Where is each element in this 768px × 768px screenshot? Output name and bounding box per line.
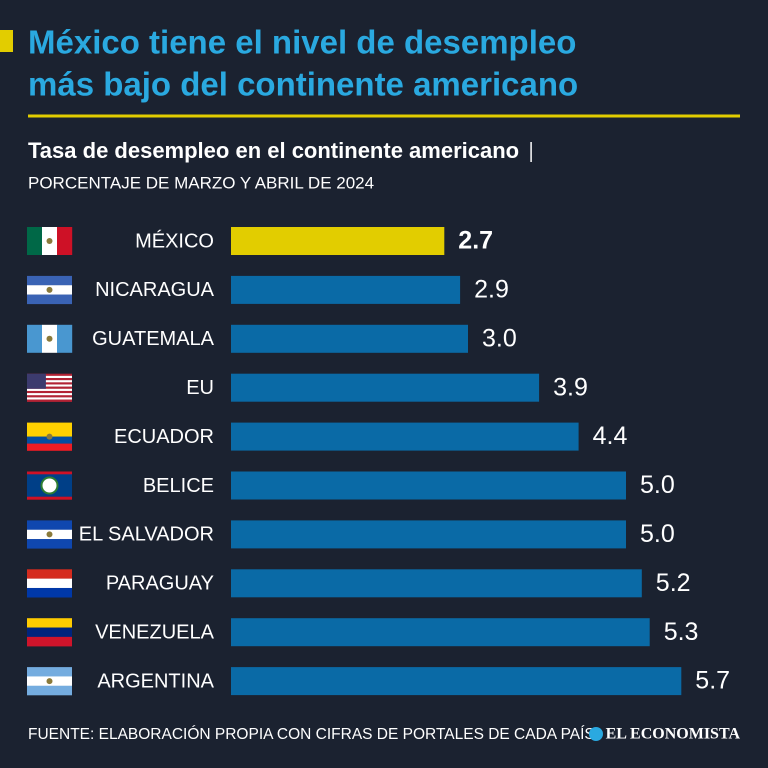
flag-stripe (27, 685, 72, 696)
flag-stripe (27, 386, 72, 389)
flag-stripe (27, 471, 72, 475)
value-label: 3.0 (482, 324, 517, 352)
flag-stripe (27, 384, 72, 387)
flag-stripe (27, 294, 72, 305)
value-label: 5.0 (640, 471, 675, 499)
flag-stripe (27, 227, 43, 255)
flag (27, 618, 72, 647)
flag-stripe (27, 667, 72, 677)
value-label: 2.7 (458, 227, 493, 255)
flag-stripe (27, 378, 72, 381)
flag-stripe (27, 375, 72, 379)
flag-stripe (27, 618, 72, 628)
bar (231, 373, 540, 402)
bar (231, 227, 445, 255)
publisher: EL ECONOMISTA (606, 726, 741, 743)
bar (231, 520, 626, 549)
value-label: 4.4 (593, 422, 628, 450)
flag-stripe (27, 422, 72, 437)
flag-stripe (27, 390, 72, 394)
flag (27, 667, 72, 696)
value-label: 3.9 (553, 373, 588, 401)
flag-stripe (27, 636, 72, 647)
value-label: 5.3 (664, 618, 699, 646)
flag-stripe (27, 587, 72, 598)
flag-stripe (27, 324, 43, 353)
flag-stripe (27, 382, 72, 385)
title-marker (0, 30, 13, 52)
value-label: 5.2 (656, 569, 691, 597)
category-label: NICARAGUA (95, 279, 215, 301)
flag-stripe (27, 393, 72, 396)
chart-title: más bajo del continente americano (28, 66, 578, 103)
flag-stripe (57, 324, 73, 353)
category-label: EU (186, 377, 214, 399)
source: FUENTE: ELABORACIÓN PROPIA CON CIFRAS DE… (28, 726, 595, 743)
unit-note: PORCENTAJE DE MARZO Y ABRIL DE 2024 (28, 173, 374, 192)
flag-emblem (46, 678, 53, 685)
flag-stripe (27, 436, 72, 444)
category-label: BELICE (143, 475, 214, 497)
category-label: EL SALVADOR (79, 524, 214, 546)
logo-icon (589, 727, 603, 741)
bar (231, 618, 650, 647)
flag-stripe (27, 275, 72, 286)
flag-canton (27, 373, 46, 389)
flag (27, 373, 72, 402)
flag-stripe (27, 399, 72, 402)
bar (231, 275, 461, 304)
bar (231, 569, 642, 598)
flag-emblem (46, 286, 53, 293)
flag-emblem (46, 238, 53, 244)
bar (231, 422, 579, 451)
bar (231, 471, 626, 500)
value-label: 2.9 (474, 276, 509, 304)
flag-stripe (57, 227, 73, 255)
flag-emblem (40, 476, 59, 495)
flag-stripe (27, 520, 72, 530)
flag-stripe (27, 569, 72, 579)
flag-stripe (27, 443, 72, 451)
subtitle: Tasa de desempleo en el continente ameri… (28, 138, 519, 163)
bar (231, 324, 468, 353)
flag-stripe (27, 373, 72, 377)
category-label: VENEZUELA (95, 621, 215, 643)
category-label: ECUADOR (114, 426, 214, 448)
category-label: ARGENTINA (97, 670, 214, 692)
category-label: PARAGUAY (106, 573, 214, 595)
flag (27, 520, 72, 549)
flag-stripe (27, 380, 72, 383)
flag-emblem (46, 531, 53, 538)
flag (27, 227, 73, 255)
flag (27, 275, 72, 305)
flag (27, 569, 72, 598)
flag (27, 422, 72, 451)
bar (231, 667, 682, 696)
flag (27, 471, 72, 500)
flag-stripe (27, 578, 72, 589)
flag-stripe (27, 627, 72, 638)
value-label: 5.0 (640, 520, 675, 548)
category-label: MÉXICO (135, 229, 214, 252)
flag (27, 324, 73, 353)
flag-emblem (46, 335, 53, 342)
flag-emblem (46, 433, 53, 440)
flag-stripe (27, 539, 72, 549)
flag-stripe (27, 397, 72, 400)
category-label: GUATEMALA (92, 328, 215, 350)
value-label: 5.7 (695, 667, 730, 695)
flag-stripe (27, 388, 72, 392)
chart-title: México tiene el nivel de desempleo (28, 24, 576, 61)
flag-stripe (27, 395, 72, 398)
flag-stripe (27, 496, 72, 500)
